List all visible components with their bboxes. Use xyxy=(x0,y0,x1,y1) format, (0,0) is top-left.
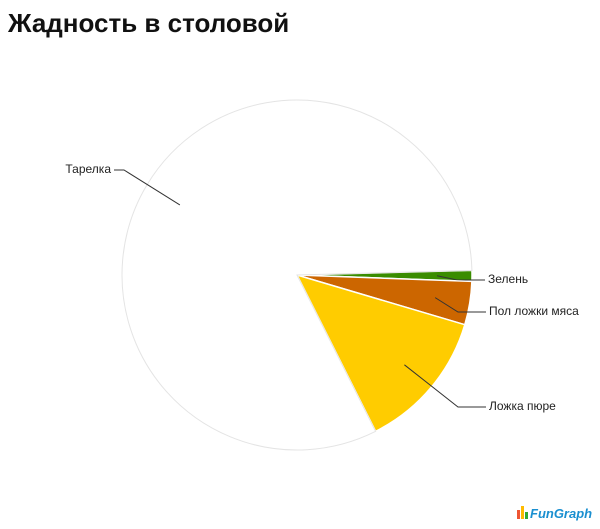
leader-line xyxy=(434,297,486,313)
leader-line xyxy=(404,364,486,408)
slice-label: Пол ложки мяса xyxy=(489,304,579,318)
pie-slice xyxy=(295,273,466,433)
leader-line xyxy=(436,275,485,281)
slice-label: Ложка пюре xyxy=(489,399,556,413)
slice-label: Зелень xyxy=(488,272,528,286)
slice-label: Тарелка xyxy=(65,162,111,176)
watermark: FunGraph xyxy=(530,506,592,521)
leader-line xyxy=(114,169,181,206)
pie-slice xyxy=(121,99,473,451)
watermark-logo: FunGraph xyxy=(517,506,592,521)
chart-title: Жадность в столовой xyxy=(7,8,289,38)
